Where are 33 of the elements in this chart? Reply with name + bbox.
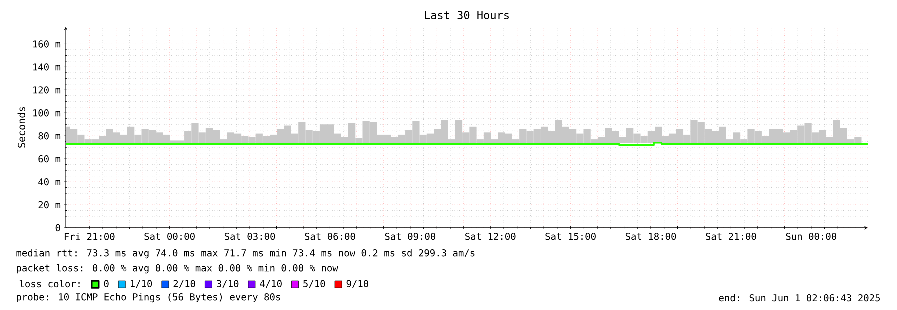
legend-label: 1/10: [130, 280, 152, 288]
y-tick-label: 0: [56, 224, 60, 232]
text: probe: 10 ICMP Echo Pings (56 Bytes) every 80s: [17, 293, 280, 303]
legend-label: 9/10: [346, 280, 368, 288]
legend-label: 2/10: [174, 280, 196, 288]
x-tick-label: Sat 09:00: [385, 233, 436, 240]
text: packet loss: 0.00 % avg 0.00 % max 0.00 % min 0.00 % now: [17, 264, 338, 274]
x-tick-label: Sat 18:00: [626, 233, 676, 240]
x-tick-label: Sat 15:00: [546, 233, 596, 240]
chart-title: Last 30 Hours: [425, 11, 509, 20]
x-tick-label: Sat 12:00: [466, 233, 516, 240]
legend-label: 0: [104, 280, 109, 288]
text: median rtt: 73.3 ms avg 74.0 ms max 71.7 ms min 73.4 ms now 0.2 ms sd 299.3 am/s: [16, 249, 475, 259]
legend-label: 5/10: [304, 280, 326, 288]
x-tick-label: Sat 21:00: [706, 233, 756, 240]
y-tick-label: 120 m: [34, 86, 61, 94]
x-tick-label: Sat 00:00: [144, 233, 195, 240]
legend-title: loss color:: [20, 280, 80, 288]
legend-label: 4/10: [260, 280, 282, 288]
y-tick-label: 40 m: [38, 178, 61, 186]
y-tick-label: 160 m: [34, 40, 61, 48]
y-tick-label: 20 m: [38, 201, 61, 209]
legend-label: 3/10: [217, 280, 239, 288]
y-tick-label: 140 m: [34, 64, 61, 71]
x-tick-label: Sat 03:00: [224, 233, 276, 240]
y-tick-label: 60 m: [38, 155, 61, 163]
x-tick-label: Sat 06:00: [305, 233, 356, 240]
text: end: Sun Jun 1 02:06:43 2025: [719, 294, 880, 302]
y-tick-label: 100 m: [34, 110, 61, 117]
x-tick-label: Fri 21:00: [64, 233, 115, 240]
x-tick-label: Sun 00:00: [786, 233, 837, 240]
y-axis-title: Seconds: [18, 107, 26, 148]
y-tick-label: 80 m: [38, 132, 61, 140]
